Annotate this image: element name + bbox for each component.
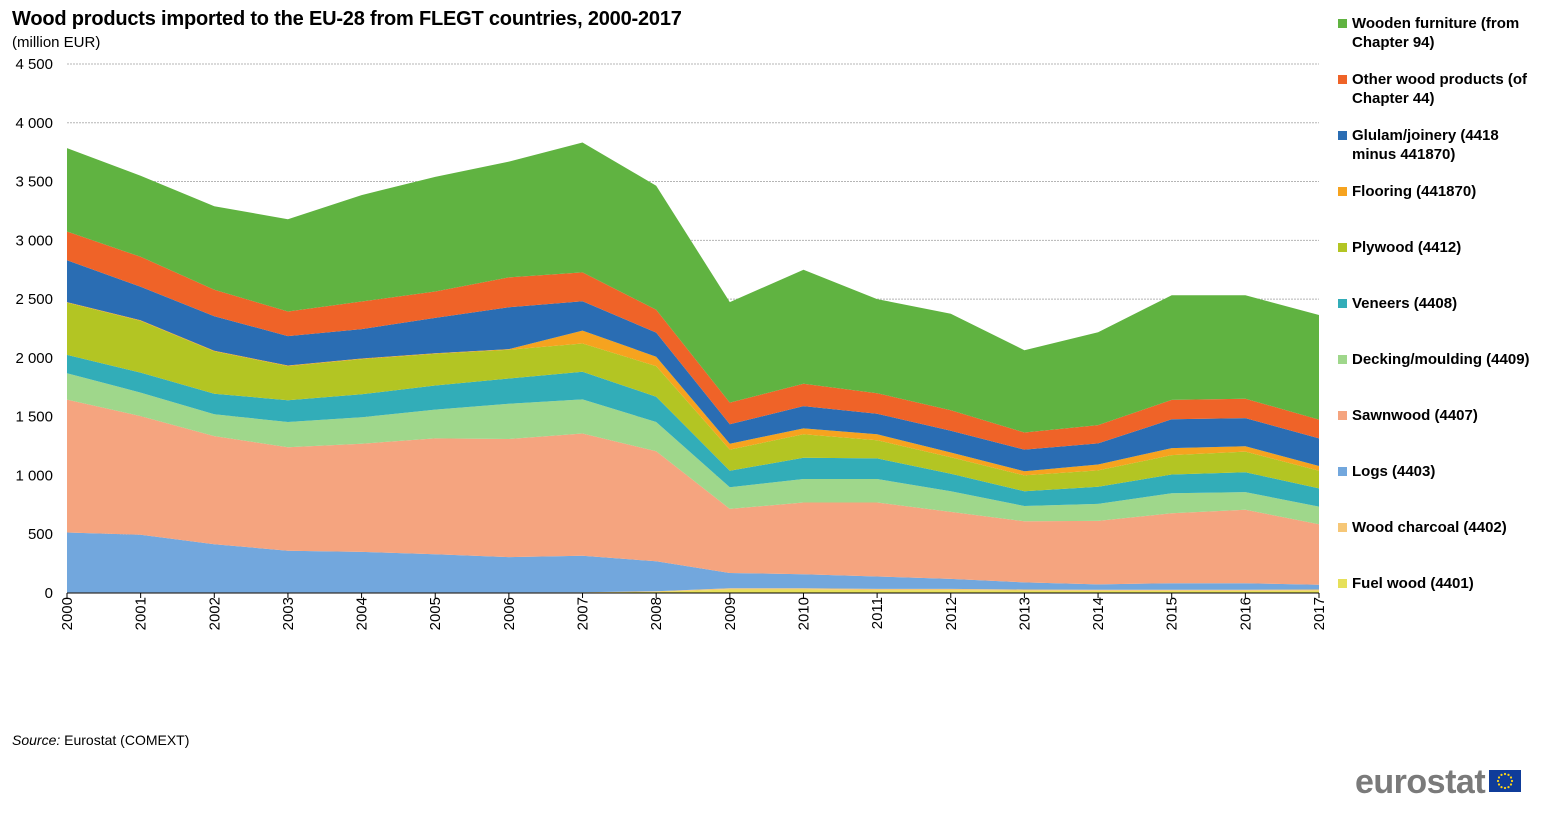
x-tick-label: 2015 bbox=[1164, 597, 1181, 630]
legend-swatch bbox=[1338, 467, 1347, 476]
legend-swatch bbox=[1338, 75, 1347, 84]
legend-swatch bbox=[1338, 299, 1347, 308]
x-tick-label: 2000 bbox=[59, 597, 76, 630]
legend-label: Wooden furniture (from Chapter 94) bbox=[1352, 15, 1520, 51]
source-label: Source: bbox=[12, 732, 61, 748]
legend-label: Other wood products (of Chapter 44) bbox=[1352, 71, 1527, 107]
x-tick-label: 2007 bbox=[575, 597, 592, 630]
x-tick-label: 2016 bbox=[1237, 597, 1254, 630]
y-tick-label: 3 000 bbox=[15, 232, 53, 249]
legend-label: Veneers (4408) bbox=[1352, 295, 1458, 312]
area-series-group bbox=[67, 142, 1319, 593]
chart-unit-label: (million EUR) bbox=[12, 34, 101, 51]
y-tick-label: 3 500 bbox=[15, 174, 53, 191]
legend-label: Sawnwood (4407) bbox=[1352, 407, 1478, 424]
area-wooden-furniture-from-chapter-94 bbox=[67, 142, 1319, 433]
y-tick-label: 1 500 bbox=[15, 409, 53, 426]
chart-title: Wood products imported to the EU-28 from… bbox=[12, 8, 682, 30]
y-tick-label: 1 000 bbox=[15, 467, 53, 484]
x-tick-label: 2012 bbox=[943, 597, 960, 630]
x-tick-label: 2011 bbox=[869, 597, 886, 629]
x-tick-label: 2010 bbox=[795, 597, 812, 630]
area-veneers-4408 bbox=[67, 354, 1319, 507]
x-tick-label: 2014 bbox=[1090, 597, 1107, 630]
area-decking-moulding-4409 bbox=[67, 373, 1319, 525]
legend-label: Glulam/joinery (4418 minus 441870) bbox=[1352, 127, 1499, 163]
stacked-area-chart: 0 500 1 000 1 500 2 000 2 500 3 000 3 500 4 000 4… bbox=[15, 56, 1328, 630]
area-plywood-4412 bbox=[67, 302, 1319, 492]
y-tick-label: 4 500 bbox=[15, 56, 53, 73]
legend-swatch bbox=[1338, 187, 1347, 196]
area-logs-4403 bbox=[67, 532, 1319, 593]
legend-label: Plywood (4412) bbox=[1352, 239, 1462, 256]
legend-label: Wood charcoal (4402) bbox=[1352, 519, 1507, 536]
source-note: Source: Eurostat (COMEXT) bbox=[12, 732, 189, 748]
legend-swatch bbox=[1338, 131, 1347, 140]
x-tick-label: 2008 bbox=[648, 597, 665, 630]
eurostat-logo: eurostat bbox=[1355, 764, 1525, 800]
area-sawnwood-4407 bbox=[67, 399, 1319, 585]
y-tick-label: 0 bbox=[45, 585, 53, 602]
legend-swatch bbox=[1338, 523, 1347, 532]
legend-swatch bbox=[1338, 355, 1347, 364]
legend-label: Fuel wood (4401) bbox=[1352, 575, 1474, 592]
x-tick-label: 2013 bbox=[1016, 597, 1033, 630]
legend-swatch bbox=[1338, 579, 1347, 588]
legend-label: Logs (4403) bbox=[1352, 463, 1436, 480]
y-tick-label: 500 bbox=[28, 526, 53, 543]
source-text: Eurostat (COMEXT) bbox=[60, 732, 190, 748]
x-tick-label: 2001 bbox=[133, 597, 150, 630]
x-tick-label: 2004 bbox=[354, 597, 371, 630]
y-tick-label: 2 500 bbox=[15, 291, 53, 308]
x-tick-label: 2003 bbox=[280, 597, 297, 630]
x-tick-label: 2006 bbox=[501, 597, 518, 630]
y-tick-label: 4 000 bbox=[15, 115, 53, 132]
legend-swatch bbox=[1338, 411, 1347, 420]
x-tick-label: 2009 bbox=[722, 597, 739, 630]
legend-swatch bbox=[1338, 19, 1347, 28]
logo-wordmark: eurostat bbox=[1355, 763, 1486, 801]
axes: 0 500 1 000 1 500 2 000 2 500 3 000 3 500 4 000 4… bbox=[15, 56, 1328, 630]
x-tick-label: 2005 bbox=[427, 597, 444, 630]
legend-swatch bbox=[1338, 243, 1347, 252]
legend-label: Flooring (441870) bbox=[1352, 183, 1477, 200]
legend-label: Decking/moulding (4409) bbox=[1352, 351, 1530, 368]
area-fuel-wood-4401 bbox=[67, 589, 1319, 593]
x-tick-label: 2017 bbox=[1311, 597, 1328, 630]
eu-flag-icon bbox=[1489, 770, 1521, 792]
area-wood-charcoal-4402 bbox=[67, 588, 1319, 593]
x-tick-label: 2002 bbox=[206, 597, 223, 630]
y-tick-label: 2 000 bbox=[15, 350, 53, 367]
